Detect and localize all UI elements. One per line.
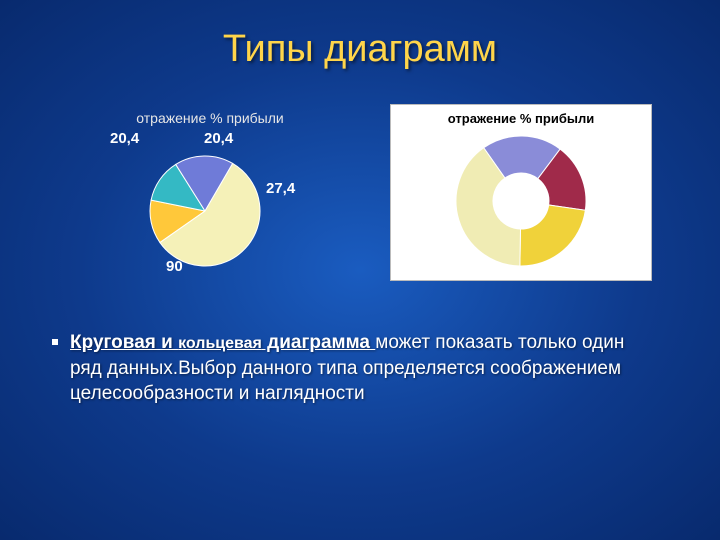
pie-chart: отражение % прибыли 20,4 20,4 27,4 90 (80, 100, 340, 300)
pie-label-2: 27,4 (266, 180, 295, 197)
donut-chart-box: отражение % прибыли (390, 104, 652, 281)
pie-chart-svg (140, 146, 270, 276)
pie-label-0: 20,4 (110, 130, 139, 147)
donut-slice-2 (520, 205, 585, 266)
bullet-icon (52, 339, 58, 345)
pie-label-1: 20,4 (204, 130, 233, 147)
body-emphasis: Круговая и кольцевая диаграмма (70, 332, 375, 353)
body-paragraph: Круговая и кольцевая диаграмма может пок… (70, 330, 660, 407)
donut-chart-title: отражение % прибыли (391, 111, 651, 126)
emph-word-1: Круговая и (70, 332, 178, 353)
pie-label-3: 90 (166, 258, 183, 275)
emph-word-3: диаграмма (262, 332, 370, 353)
donut-chart-svg (446, 131, 596, 271)
emph-small-word: кольцевая (178, 335, 262, 352)
charts-row: отражение % прибыли 20,4 20,4 27,4 90 от… (0, 100, 720, 300)
slide-title: Типы диаграмм (0, 28, 720, 71)
pie-chart-title: отражение % прибыли (80, 110, 340, 126)
